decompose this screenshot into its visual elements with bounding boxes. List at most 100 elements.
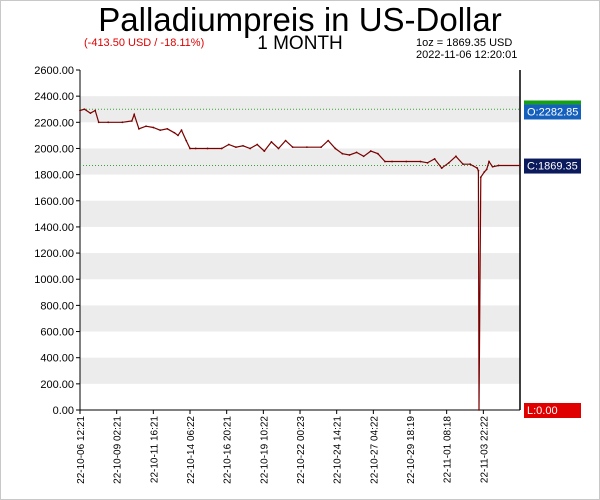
y-tick-label: 200.00	[40, 379, 74, 391]
price-point	[376, 152, 379, 155]
y-tick-label: 2200.00	[34, 117, 74, 129]
price-point	[405, 160, 408, 163]
price-point	[220, 147, 223, 150]
low-price-tag: L:0.00	[527, 405, 558, 417]
unit-price-label: 1oz = 1869.35 USD	[416, 37, 513, 49]
price-point	[277, 147, 280, 150]
price-point	[419, 160, 422, 163]
price-point	[476, 167, 479, 169]
price-point	[263, 150, 266, 152]
price-point	[483, 171, 486, 173]
price-point	[355, 151, 358, 154]
timestamp-label: 2022-11-06 12:20:01	[416, 49, 518, 61]
x-tick-label: 22-10-22 00:23	[296, 416, 307, 484]
price-point	[334, 147, 337, 150]
price-point	[270, 141, 273, 143]
grid-band	[80, 305, 520, 332]
y-tick-label: 1800.00	[34, 170, 74, 182]
grid-band	[80, 200, 520, 227]
price-point	[227, 143, 230, 146]
high-tag-bg	[524, 100, 581, 105]
price-point	[433, 158, 436, 160]
y-tick-label: 1000.00	[34, 274, 74, 286]
price-point	[189, 147, 191, 150]
grid-band	[80, 357, 520, 384]
price-point	[235, 146, 237, 149]
price-point	[341, 152, 344, 155]
close-price-tag: C:1869.35	[527, 161, 578, 173]
price-point	[305, 146, 308, 149]
y-tick-label: 0.00	[53, 405, 74, 417]
x-tick-label: 22-11-01 08:18	[443, 416, 454, 484]
price-point	[485, 168, 488, 171]
open-price-tag: O:2282.85	[527, 106, 578, 118]
price-point	[152, 126, 155, 129]
price-point	[478, 409, 480, 411]
price-point	[83, 108, 86, 111]
price-point	[284, 139, 287, 142]
price-point	[130, 120, 133, 122]
price-point	[256, 143, 259, 146]
price-point	[89, 112, 92, 115]
price-point	[497, 164, 500, 167]
open-price-tag-bg	[524, 104, 581, 120]
price-point	[440, 167, 443, 169]
low-price-tag-bg	[524, 403, 581, 418]
price-point	[348, 154, 351, 156]
y-tick-label: 1400.00	[34, 222, 74, 234]
price-point	[159, 129, 162, 132]
price-change-label: (-413.50 USD / -18.11%)	[84, 37, 205, 49]
price-point	[426, 161, 429, 164]
price-point	[138, 127, 140, 130]
x-tick-label: 22-10-06 12:21	[76, 416, 87, 484]
price-point	[206, 147, 209, 150]
price-point	[384, 160, 386, 163]
x-tick-label: 22-10-11 16:21	[149, 416, 160, 484]
y-tick-label: 1200.00	[34, 248, 74, 260]
y-tick-label: 2600.00	[34, 65, 74, 77]
price-point	[462, 163, 464, 166]
price-point	[327, 139, 330, 142]
price-point	[477, 169, 480, 172]
y-tick-label: 2000.00	[34, 143, 74, 155]
grid-band	[80, 253, 520, 280]
x-tick-label: 22-10-09 02:21	[113, 416, 124, 484]
price-point	[177, 134, 179, 137]
price-point	[194, 147, 197, 150]
y-tick-label: 1600.00	[34, 196, 74, 208]
price-point	[391, 160, 393, 163]
price-point	[488, 160, 490, 163]
price-point	[447, 161, 450, 164]
price-point	[320, 146, 322, 149]
price-point	[519, 164, 521, 167]
price-point	[107, 121, 110, 124]
x-tick-label: 22-10-27 04:22	[369, 416, 380, 484]
y-tick-label: 600.00	[40, 327, 74, 339]
price-point	[369, 150, 372, 152]
x-tick-label: 22-10-29 18:19	[406, 416, 417, 484]
price-point	[291, 146, 294, 149]
price-point	[145, 125, 147, 128]
price-point	[469, 163, 472, 166]
price-point	[362, 155, 365, 158]
y-tick-label: 400.00	[40, 353, 74, 365]
x-tick-label: 22-10-19 10:22	[259, 416, 270, 484]
x-tick-label: 22-11-03 22:22	[479, 416, 490, 484]
price-point	[180, 129, 183, 132]
price-point	[242, 144, 244, 147]
price-point	[185, 139, 188, 142]
price-point	[455, 155, 457, 158]
period-label: 1 MONTH	[257, 33, 343, 54]
chart-title: Palladiumpreis in US-Dollar	[98, 1, 502, 38]
price-point	[479, 176, 482, 179]
price-point	[121, 121, 124, 124]
price-point	[94, 109, 97, 112]
price-point	[249, 147, 252, 150]
y-tick-label: 800.00	[40, 300, 74, 312]
y-tick-label: 2400.00	[34, 91, 74, 103]
price-point	[133, 113, 136, 116]
x-tick-label: 22-10-14 06:22	[186, 416, 197, 484]
x-tick-label: 22-10-16 20:21	[223, 416, 234, 484]
